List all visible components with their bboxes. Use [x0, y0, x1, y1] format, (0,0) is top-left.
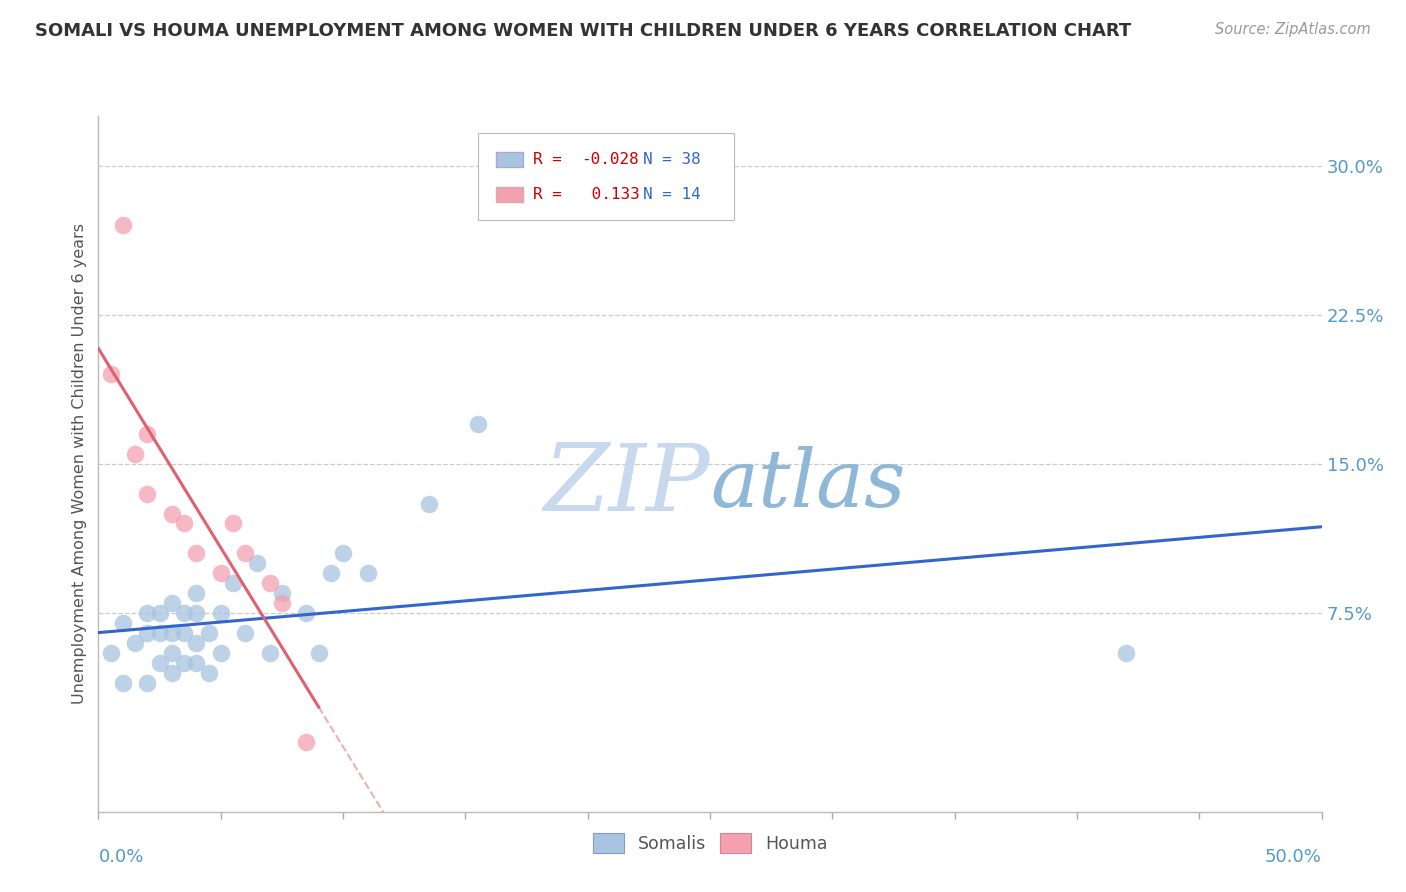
Y-axis label: Unemployment Among Women with Children Under 6 years: Unemployment Among Women with Children U…	[72, 223, 87, 705]
Legend: Somalis, Houma: Somalis, Houma	[583, 825, 837, 863]
Point	[160, 646, 183, 660]
Point	[160, 596, 183, 610]
Point	[173, 625, 195, 640]
Point	[100, 368, 122, 382]
Point	[222, 576, 245, 591]
Point	[418, 497, 440, 511]
Text: SOMALI VS HOUMA UNEMPLOYMENT AMONG WOMEN WITH CHILDREN UNDER 6 YEARS CORRELATION: SOMALI VS HOUMA UNEMPLOYMENT AMONG WOMEN…	[35, 22, 1132, 40]
Point	[259, 646, 281, 660]
Point	[136, 606, 159, 620]
Text: Source: ZipAtlas.com: Source: ZipAtlas.com	[1215, 22, 1371, 37]
Point	[233, 625, 256, 640]
Point	[319, 566, 342, 581]
Point	[173, 606, 195, 620]
Text: 50.0%: 50.0%	[1265, 847, 1322, 865]
Text: R =: R =	[533, 187, 571, 202]
Point	[186, 636, 208, 650]
Point	[197, 665, 219, 680]
Point	[160, 665, 183, 680]
Text: N = 14: N = 14	[643, 187, 700, 202]
Point	[111, 615, 134, 630]
Point	[186, 656, 208, 670]
Point	[136, 675, 159, 690]
Point	[259, 576, 281, 591]
Point	[209, 606, 232, 620]
FancyBboxPatch shape	[478, 134, 734, 220]
Point	[332, 546, 354, 560]
Point	[295, 606, 318, 620]
Point	[356, 566, 378, 581]
Point	[111, 675, 134, 690]
Text: -0.028: -0.028	[582, 153, 640, 168]
Point	[160, 625, 183, 640]
Point	[1115, 646, 1137, 660]
Point	[111, 219, 134, 233]
Point	[467, 417, 489, 431]
Point	[186, 586, 208, 600]
FancyBboxPatch shape	[496, 153, 523, 168]
Point	[233, 546, 256, 560]
Text: N = 38: N = 38	[643, 153, 700, 168]
Point	[136, 427, 159, 442]
Point	[186, 606, 208, 620]
Point	[209, 646, 232, 660]
Point	[308, 646, 330, 660]
Point	[149, 625, 172, 640]
Point	[209, 566, 232, 581]
Text: 0.133: 0.133	[582, 187, 640, 202]
Point	[270, 586, 294, 600]
Point	[124, 636, 146, 650]
Text: ZIP: ZIP	[543, 440, 710, 530]
Point	[149, 656, 172, 670]
Point	[173, 656, 195, 670]
Point	[136, 625, 159, 640]
FancyBboxPatch shape	[496, 187, 523, 202]
Point	[100, 646, 122, 660]
Point	[197, 625, 219, 640]
Point	[246, 556, 269, 570]
Point	[173, 516, 195, 531]
Point	[186, 546, 208, 560]
Point	[136, 486, 159, 500]
Text: 0.0%: 0.0%	[98, 847, 143, 865]
Point	[124, 447, 146, 461]
Text: R =: R =	[533, 153, 571, 168]
Point	[149, 606, 172, 620]
Point	[295, 735, 318, 749]
Point	[270, 596, 294, 610]
Text: atlas: atlas	[710, 446, 905, 524]
Point	[160, 507, 183, 521]
Point	[222, 516, 245, 531]
